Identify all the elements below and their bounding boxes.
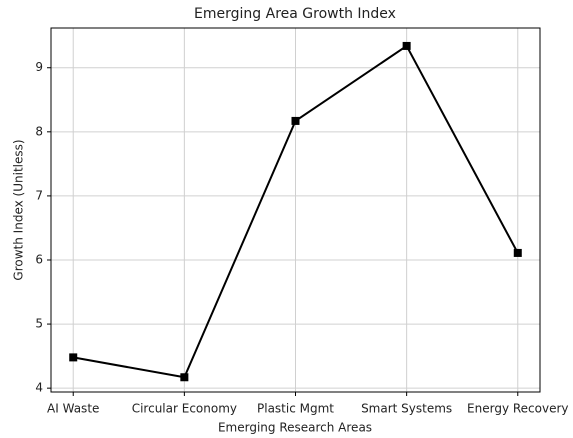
plot-frame — [50, 27, 541, 393]
x-tick-label: Plastic Mgmt — [257, 402, 334, 416]
x-tick-label: Circular Economy — [132, 402, 237, 416]
y-tick-label: 5 — [35, 317, 43, 331]
y-tick-label: 7 — [35, 188, 43, 202]
y-tick-label: 9 — [35, 60, 43, 74]
y-axis-label: Growth Index (Unitless) — [12, 139, 26, 280]
data-point — [69, 353, 78, 362]
data-point — [402, 41, 411, 50]
y-tick-label: 4 — [35, 381, 43, 395]
chart-title: Emerging Area Growth Index — [194, 6, 396, 22]
data-point — [291, 116, 300, 125]
x-tick-label: Smart Systems — [361, 402, 452, 416]
x-axis-label: Emerging Research Areas — [218, 421, 372, 435]
data-point — [513, 248, 522, 257]
y-tick-label: 6 — [35, 252, 43, 266]
data-point — [180, 373, 189, 382]
x-tick-label: Energy Recovery — [467, 402, 568, 416]
y-tick-label: 8 — [35, 124, 43, 138]
x-tick-label: AI Waste — [47, 402, 99, 416]
